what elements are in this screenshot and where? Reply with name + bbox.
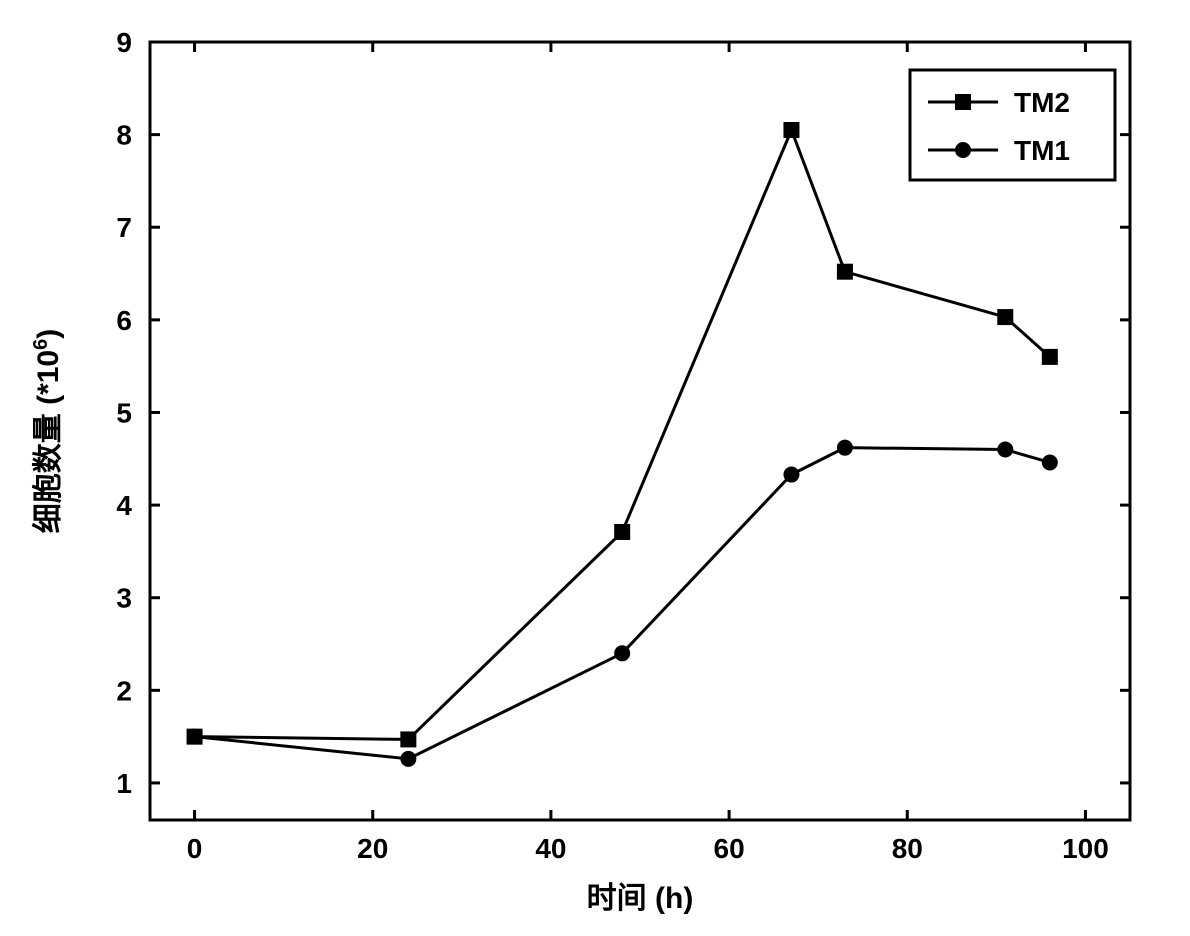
y-tick-label: 9 [116,27,132,58]
cell-count-line-chart: 0 20 40 60 80 100 1 2 3 4 5 6 7 8 9 时间 (h) 细胞数量 (*106) TM… [0,0,1190,936]
y-axis-label: 细胞数量 (*106) [30,329,65,534]
marker-circle [187,729,203,745]
x-tick-label: 0 [187,833,203,864]
marker-square [1042,349,1058,365]
legend-box [910,70,1115,180]
x-tick-label: 80 [892,833,923,864]
x-tick-label: 20 [357,833,388,864]
marker-circle [614,645,630,661]
y-tick-label: 5 [116,397,132,428]
y-tick-label: 6 [116,305,132,336]
x-tick-label: 60 [714,833,745,864]
legend-label: TM2 [1014,87,1070,118]
y-tick-label: 3 [116,583,132,614]
y-tick-label: 7 [116,212,132,243]
marker-square [783,122,799,138]
marker-circle [1042,454,1058,470]
marker-circle [997,442,1013,458]
x-tick-label: 100 [1062,833,1109,864]
marker-square [997,309,1013,325]
y-tick-label: 4 [116,490,132,521]
legend-label: TM1 [1014,135,1070,166]
marker-circle [400,751,416,767]
x-tick-label: 40 [535,833,566,864]
marker-square [837,264,853,280]
y-tick-label: 2 [116,675,132,706]
marker-circle [783,467,799,483]
marker-square [614,524,630,540]
y-tick-label: 1 [116,768,132,799]
marker-square [400,731,416,747]
marker-circle [955,142,971,158]
marker-circle [837,440,853,456]
marker-square [955,94,971,110]
x-axis-label: 时间 (h) [587,882,694,915]
y-tick-label: 8 [116,120,132,151]
